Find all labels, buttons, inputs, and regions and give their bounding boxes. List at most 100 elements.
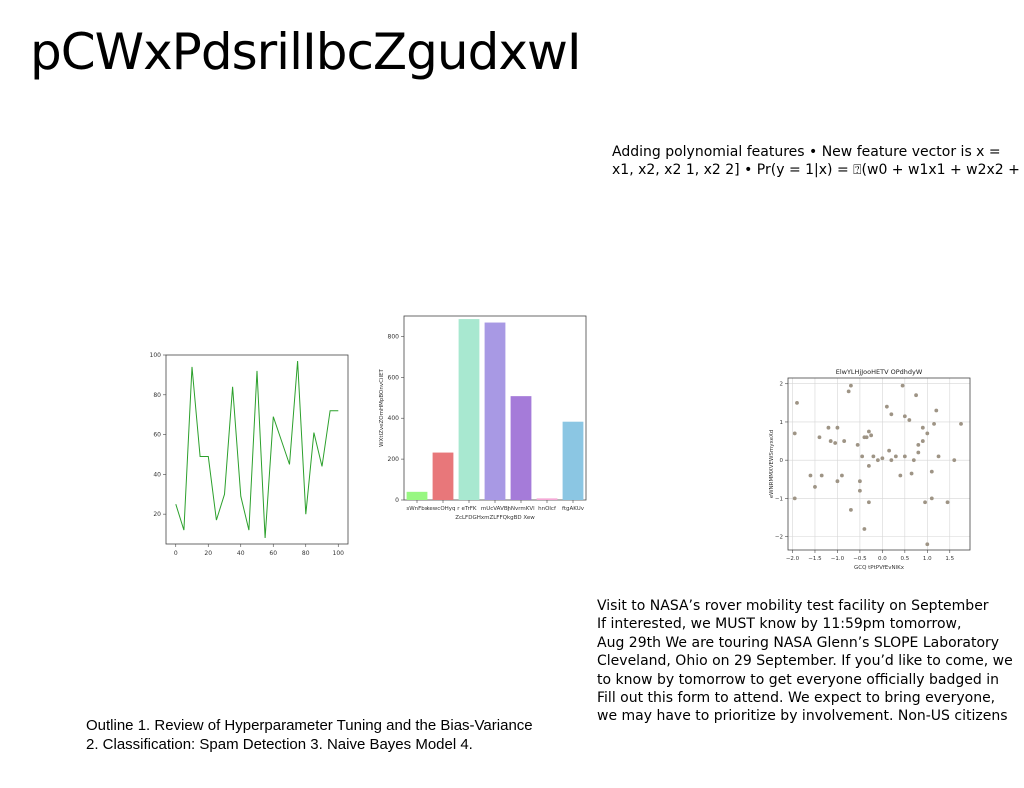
y-tick-label: −1 [775, 496, 783, 502]
scatter-point [945, 500, 950, 505]
scatter-point [909, 471, 914, 476]
scatter-point [936, 454, 941, 459]
scatter-point [828, 439, 833, 443]
scatter-point [887, 448, 892, 453]
y-tick-label: 20 [153, 511, 161, 518]
chart-title: ElwYLHjJooHETV OPdhdyW [836, 368, 923, 376]
scatter-point [880, 456, 885, 461]
x-tick-label: 0.5 [900, 556, 909, 562]
scatter-point [826, 425, 831, 430]
bar [458, 319, 480, 500]
scatter-point [952, 458, 957, 463]
scatter-point [858, 479, 862, 484]
scatter-point [932, 421, 936, 426]
bar [536, 498, 558, 500]
scatter-point [916, 442, 921, 447]
x-tick-label: 60 [269, 550, 277, 557]
y-tick-label: 40 [153, 471, 161, 478]
y-tick-label: 0 [780, 458, 784, 464]
lecture-outline: Outline 1. Review of Hyperparameter Tuni… [86, 717, 533, 753]
slide-title: pCWxPdsrilIbcZgudxwI [30, 23, 582, 81]
scatter-point [925, 431, 930, 436]
scatter-point [858, 488, 862, 493]
y-tick-label: 600 [388, 374, 400, 381]
scatter-point [795, 400, 799, 405]
scatter-point [860, 454, 865, 459]
x-tick-label: −0.5 [853, 556, 867, 562]
scatter-point [920, 425, 925, 430]
scatter-point [864, 435, 869, 440]
scatter-point [898, 473, 903, 478]
x-tick-label: 80 [302, 550, 310, 557]
x-tick-label: −1.5 [808, 556, 822, 562]
scatter-point [862, 527, 867, 531]
scatter-point [914, 393, 918, 398]
scatter-point [929, 496, 934, 501]
x-tick-label: eTrFK [462, 506, 477, 512]
scatter-point [925, 542, 930, 547]
scatter-point [792, 431, 797, 436]
bar [432, 452, 454, 500]
y-tick-label: 2 [780, 382, 784, 388]
x-tick-label: ftgAKUv [562, 506, 585, 512]
x-tick-label: 1.0 [923, 556, 932, 562]
scatter-point [929, 469, 934, 474]
polynomial-features-text: Adding polynomial features • New feature… [612, 144, 1020, 178]
scatter-point [934, 408, 939, 413]
scatter-chart: ElwYLHjJooHETV OPdhdyW −2.0 −1.5 −1.0 −0.5 0.… [769, 368, 971, 571]
scatter-point [902, 414, 907, 419]
scatter-point [889, 458, 894, 463]
y-tick-label: 80 [153, 392, 161, 399]
scatter-point [813, 485, 817, 489]
y-tick-label: 0 [395, 497, 399, 504]
scatter-point [884, 404, 889, 409]
scatter-point [911, 458, 916, 463]
scatter-point [866, 500, 871, 505]
scatter-point [902, 454, 907, 459]
y-tick-label: 800 [388, 333, 400, 340]
bar [406, 491, 428, 500]
scatter-point [849, 507, 853, 512]
x-tick-label: kewcOHyq r [426, 506, 460, 512]
scatter-point [923, 500, 927, 505]
y-tick-label: 100 [150, 352, 162, 359]
x-tick-label: −1.0 [831, 556, 845, 562]
scatter-point [959, 421, 963, 426]
x-tick-label: 40 [237, 550, 245, 557]
scatter-point [866, 429, 871, 434]
scatter-point [819, 473, 824, 478]
x-tick-label: 0.0 [878, 556, 887, 562]
y-tick-label: 60 [153, 432, 161, 439]
y-tick-label: 1 [780, 420, 784, 426]
scatter-point [833, 441, 838, 445]
scatter-point [842, 439, 847, 443]
x-tick-label: hnOlcf [538, 506, 557, 512]
scatter-point [840, 473, 844, 478]
scatter-point [875, 458, 880, 463]
scatter-point [817, 435, 822, 440]
x-tick-label: 100 [333, 550, 345, 557]
x-tick-label: hNvrmKVl [507, 506, 535, 512]
bar [484, 322, 506, 500]
x-tick-label: 0 [174, 550, 178, 557]
plot-frame [165, 354, 349, 545]
x-tick-label: −2.0 [786, 556, 800, 562]
line-chart: 0 20 40 60 80 100 20 40 60 80 100 [150, 352, 349, 557]
scatter-point [808, 473, 813, 478]
y-tick-label: −2 [775, 535, 783, 541]
scatter-point [846, 389, 851, 394]
scatter-point [920, 439, 925, 443]
scatter-point [835, 479, 840, 484]
scatter-point [889, 412, 894, 417]
scatter-point [869, 433, 874, 438]
scatter-point [792, 496, 797, 501]
scatter-point [900, 383, 905, 388]
bar [510, 396, 532, 500]
x-tick-label: mUcVAVBj [481, 506, 510, 512]
x-axis-label: ZcLFDGHxmZLFFQkgBD Xew [455, 515, 535, 521]
x-axis-label: GCQ tPtPVfEvNlKx [854, 565, 905, 571]
scatter-point [849, 383, 853, 388]
y-axis-label: eWNRMMXVEWSmyxeXd [769, 430, 775, 499]
scatter-point [835, 425, 840, 430]
